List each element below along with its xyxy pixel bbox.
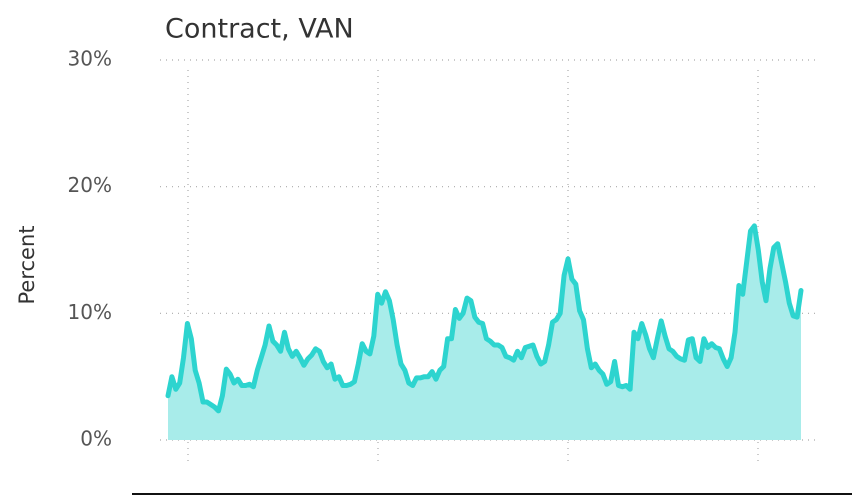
y-tick-label: 20% xyxy=(68,173,112,197)
y-axis-label: Percent xyxy=(15,225,39,304)
y-tick-label: 10% xyxy=(68,300,112,324)
y-tick-label: 30% xyxy=(68,47,112,71)
line xyxy=(165,223,804,414)
chart-title: Contract, VAN xyxy=(165,14,354,45)
y-tick-label: 0% xyxy=(80,427,112,451)
